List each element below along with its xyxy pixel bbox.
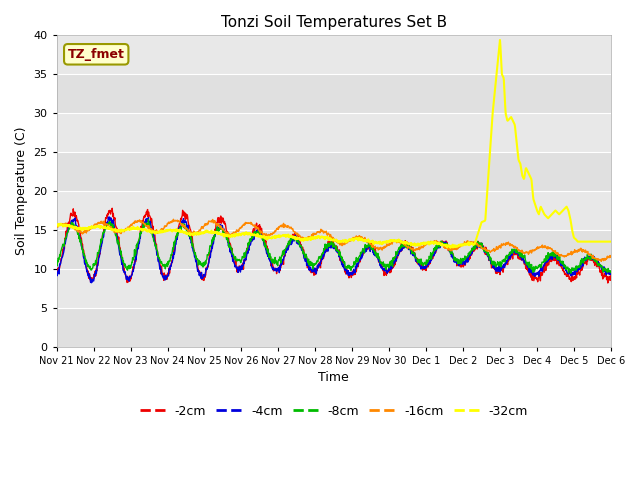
Bar <box>57 113 611 152</box>
Bar <box>57 191 611 230</box>
Legend: -2cm, -4cm, -8cm, -16cm, -32cm: -2cm, -4cm, -8cm, -16cm, -32cm <box>134 400 533 423</box>
Y-axis label: Soil Temperature (C): Soil Temperature (C) <box>15 127 28 255</box>
Bar <box>57 152 611 191</box>
X-axis label: Time: Time <box>319 372 349 384</box>
Bar <box>57 230 611 269</box>
Text: TZ_fmet: TZ_fmet <box>68 48 125 61</box>
Bar <box>57 74 611 113</box>
Bar <box>57 36 611 74</box>
Bar <box>57 308 611 347</box>
Title: Tonzi Soil Temperatures Set B: Tonzi Soil Temperatures Set B <box>221 15 447 30</box>
Bar <box>57 269 611 308</box>
